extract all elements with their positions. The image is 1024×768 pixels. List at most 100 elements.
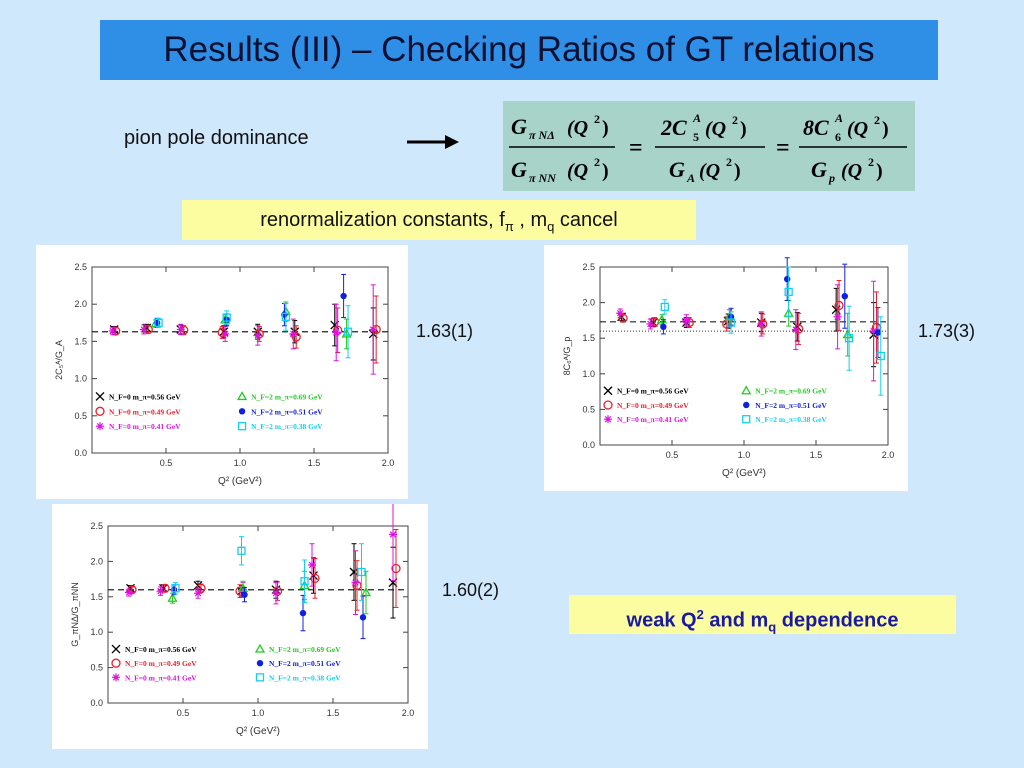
legend-marker (112, 673, 120, 682)
x-axis-label: Q² (GeV²) (218, 476, 262, 487)
marker-stroke (140, 326, 148, 333)
marker-stroke (792, 326, 800, 333)
data-point (844, 334, 854, 343)
legend-label: N_F=2 m_π=0.69 GeV (251, 392, 323, 401)
lhs-num-arg: (Q (567, 117, 588, 139)
data-point (299, 609, 307, 617)
data-point (125, 588, 133, 597)
marker-stroke (603, 386, 613, 396)
legend-marker (254, 643, 266, 653)
data-point (310, 573, 320, 584)
series-group (108, 284, 378, 375)
fit-value-c6: 1.73(3) (918, 321, 976, 341)
chart-c5-ratio: 0.0 0.5 1.0 1.5 2.0 2.5 0.5 1.0 1.5 2.0 Q² (GeV²) 2… (54, 262, 395, 487)
y-tick-label: 2.5 (74, 262, 87, 272)
data-point (272, 589, 280, 598)
data-point (757, 319, 766, 328)
data-point (139, 325, 148, 334)
x-tick-label: 0.5 (160, 458, 173, 468)
lhs-den-main: G (511, 157, 527, 182)
lhs-den-sub: π NN (529, 171, 557, 185)
marker-stroke (194, 590, 202, 597)
data-point (833, 312, 842, 321)
y-tick-label: 0.0 (74, 448, 87, 458)
y-tick-label: 1.0 (74, 374, 87, 384)
lhs-den-sup: 2 (594, 155, 600, 169)
legend-label: N_F=0 m_π=0.49 GeV (617, 401, 689, 410)
legend-label: N_F=0 m_π=0.49 GeV (109, 407, 181, 416)
data-point (357, 567, 366, 577)
data-point (726, 318, 736, 327)
rhs-den-sub: p (828, 171, 835, 185)
mid-num-sup: A (692, 111, 701, 125)
y-tick-label: 0.5 (74, 411, 87, 421)
marker-stroke (96, 422, 104, 430)
legend-label: N_F=2 m_π=0.51 GeV (269, 659, 341, 668)
y-tick-label: 2.5 (582, 262, 595, 272)
marker-stroke (604, 415, 612, 423)
renorm-sub-pi: π (504, 219, 514, 234)
legend-marker (237, 422, 247, 431)
data-point (359, 614, 367, 621)
legend-label: N_F=0 m_π=0.56 GeV (125, 645, 197, 654)
x-axis-label: Q² (GeV²) (722, 468, 766, 479)
mid-den-sup: 2 (726, 155, 732, 169)
series-group (660, 257, 882, 358)
data-point (391, 563, 401, 574)
marker-stroke (352, 579, 359, 586)
legend-label: N_F=0 m_π=0.56 GeV (109, 392, 181, 401)
data-point (176, 325, 185, 334)
mid-num-argsup: 2 (732, 113, 738, 127)
legend-label: N_F=0 m_π=0.49 GeV (125, 659, 197, 668)
marker-stroke (272, 590, 280, 597)
legend-marker (95, 406, 105, 416)
y-tick-label: 1.5 (582, 333, 595, 343)
marker-stroke (616, 310, 624, 317)
rhs-num-arg: (Q (847, 118, 868, 140)
marker-stroke (109, 327, 116, 335)
renorm-middle: , m (513, 209, 548, 231)
data-point (351, 578, 360, 587)
legend-marker (238, 408, 246, 415)
mid-num-sub: 5 (693, 130, 699, 144)
legend-marker (603, 400, 613, 410)
x-tick-label: 2.0 (402, 708, 415, 718)
legend-label: N_F=0 m_π=0.41 GeV (125, 673, 197, 682)
y-tick-label: 2.0 (90, 556, 103, 566)
legend-marker (111, 658, 121, 668)
x-tick-label: 2.0 (382, 458, 395, 468)
slide-title: Results (III) – Checking Ratios of GT re… (100, 20, 938, 80)
data-point (241, 591, 248, 598)
chart-panel-c6: 0.0 0.5 1.0 1.5 2.0 2.5 0.5 1.0 1.5 2.0 Q² (GeV²) 8… (544, 245, 908, 491)
data-point (656, 314, 668, 324)
data-point (343, 327, 353, 336)
chart-gpi-ratio: 0.0 0.5 1.0 1.5 2.0 2.5 0.5 1.0 1.5 2.0 Q² (GeV²) G… (70, 487, 415, 737)
marker-stroke (177, 326, 185, 333)
lhs-num-sup: 2 (594, 112, 600, 126)
renorm-end: cancel (554, 209, 618, 231)
arrow-icon (407, 135, 459, 149)
chart-panel-c5: 0.0 0.5 1.0 1.5 2.0 2.5 0.5 1.0 1.5 2.0 Q² (GeV²) 2… (36, 245, 408, 499)
lhs-num-main: G (511, 114, 527, 139)
series-group (171, 536, 366, 603)
rhs-den-sup: 2 (868, 155, 874, 169)
series-group (111, 295, 381, 364)
y-tick-label: 1.5 (90, 592, 103, 602)
y-tick-label: 1.0 (582, 369, 595, 379)
data-point (253, 331, 262, 340)
data-point (360, 587, 372, 597)
legend-marker (236, 391, 248, 401)
legend-marker (604, 415, 612, 424)
legend-label: N_F=0 m_π=0.41 GeV (617, 415, 689, 424)
data-point (682, 316, 691, 325)
pion-pole-label: pion pole dominance (124, 127, 309, 149)
data-point (308, 560, 316, 569)
y-tick-label: 2.0 (74, 299, 87, 309)
y-tick-label: 0.5 (90, 663, 103, 673)
rhs-num-argsup: 2 (874, 113, 880, 127)
marker-stroke (389, 531, 397, 538)
legend-label: N_F=2 m_π=0.51 GeV (251, 407, 323, 416)
marker-stroke (758, 320, 765, 328)
y-tick-label: 2.0 (582, 298, 595, 308)
data-point (167, 592, 178, 602)
